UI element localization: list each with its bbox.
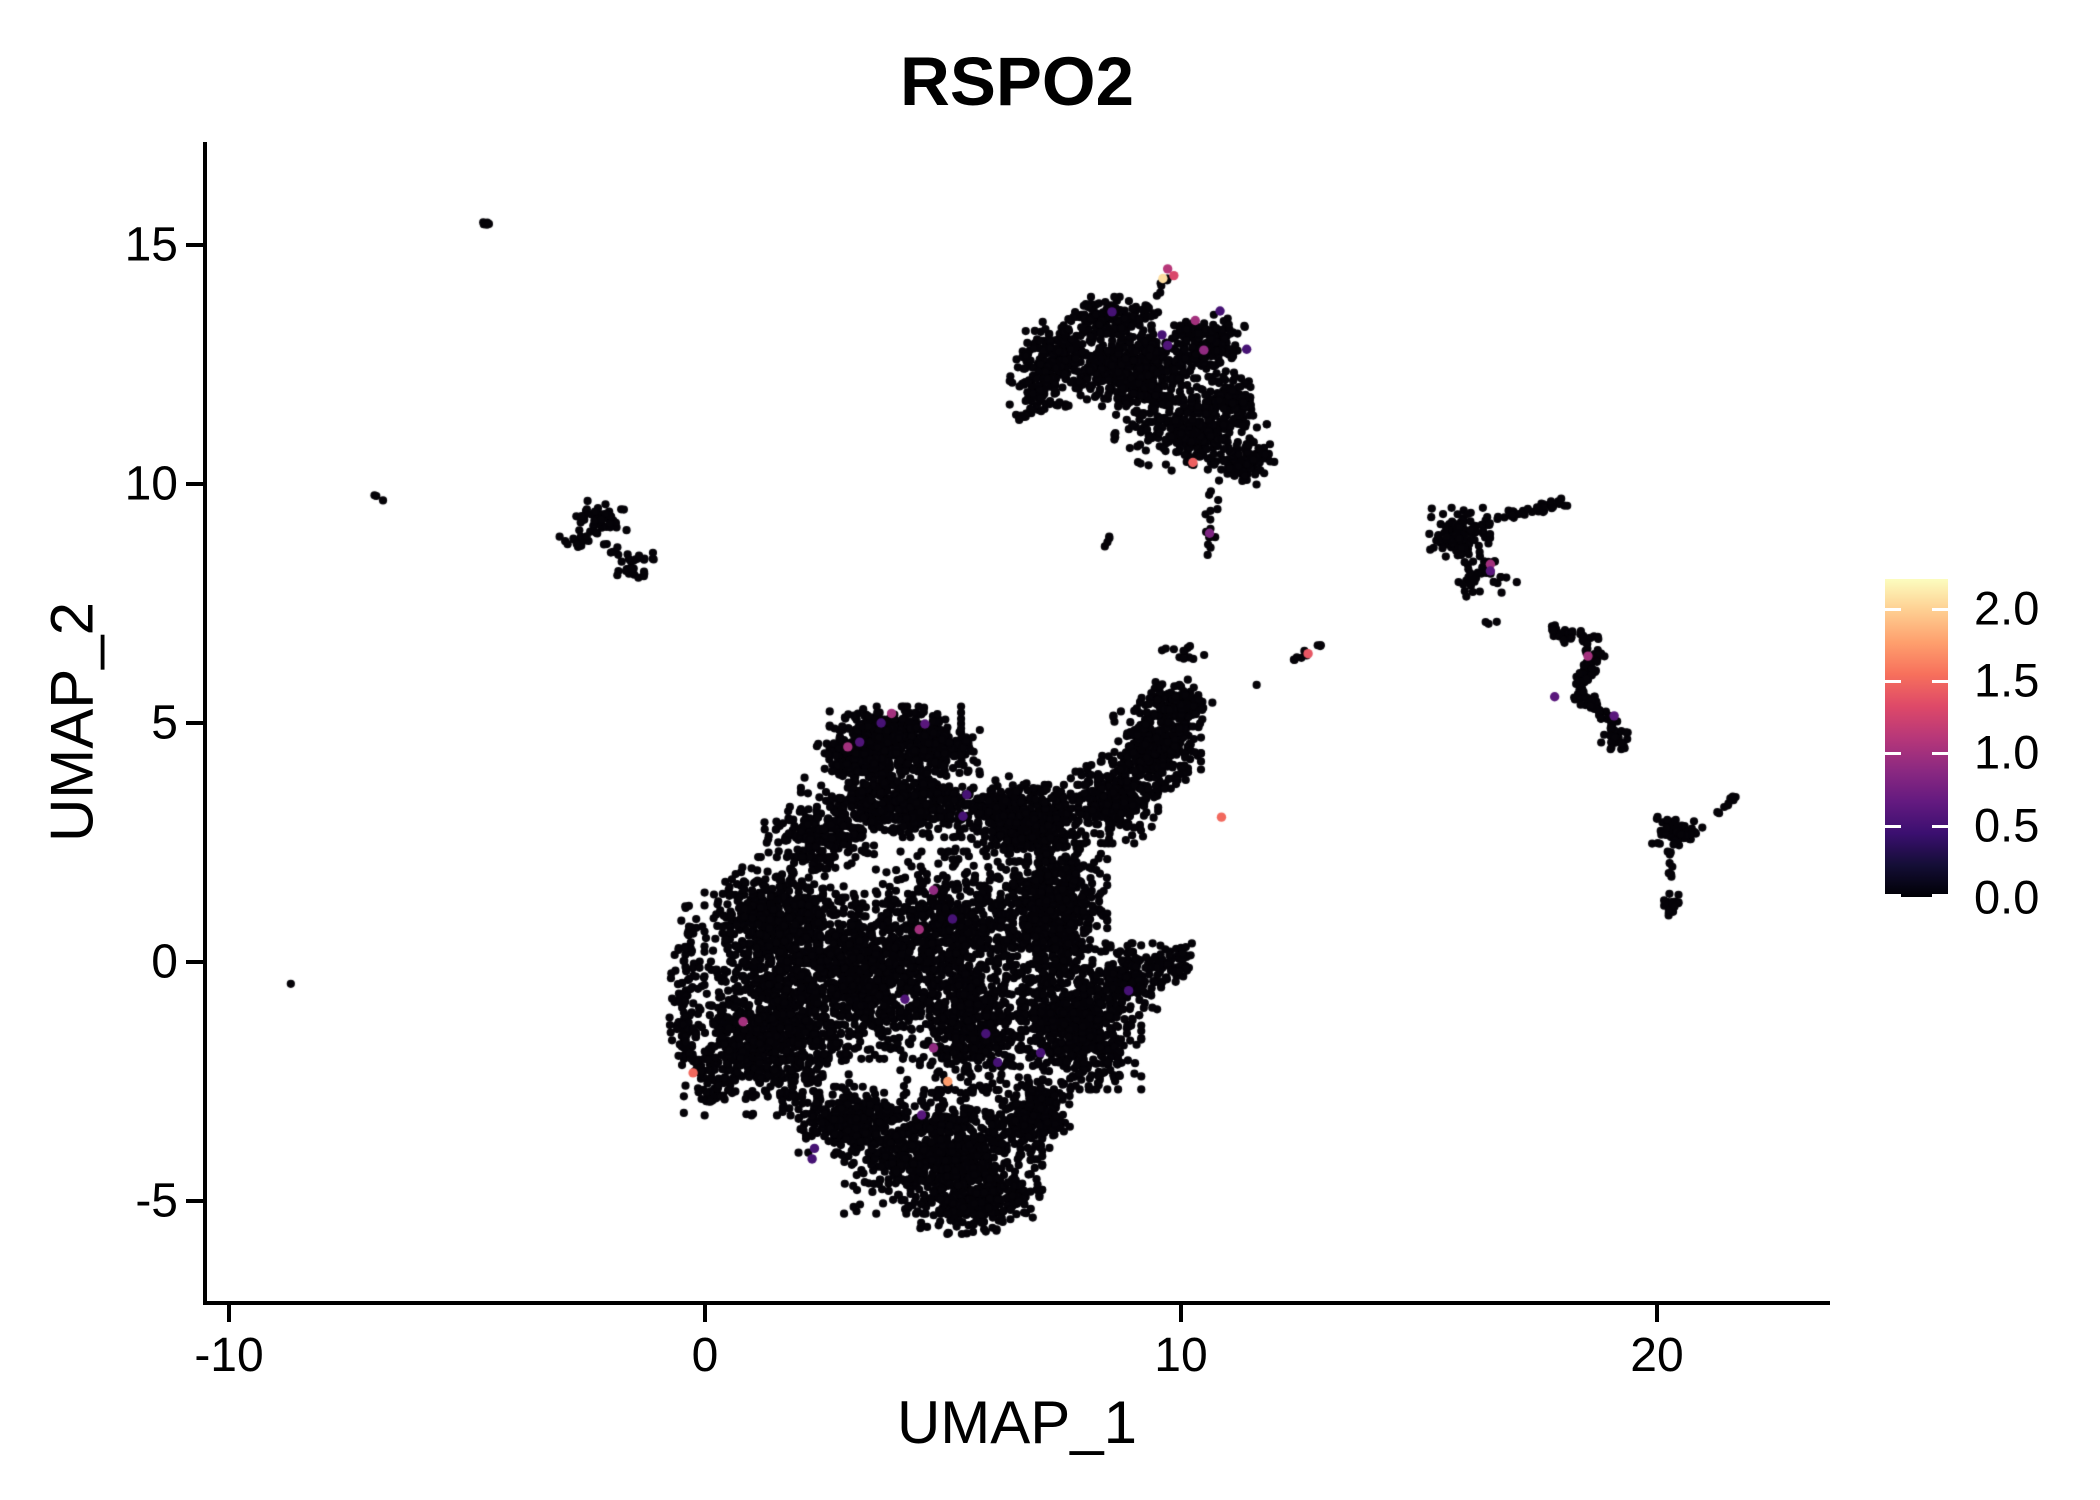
y-tick-mark bbox=[186, 960, 203, 964]
plot-title: RSPO2 bbox=[900, 43, 1134, 120]
x-tick-mark bbox=[1655, 1305, 1659, 1322]
y-tick-label: -5 bbox=[135, 1174, 178, 1228]
x-tick-label: -10 bbox=[194, 1329, 264, 1382]
x-tick-mark bbox=[227, 1305, 231, 1322]
y-tick-label: 0 bbox=[151, 935, 178, 989]
x-tick-mark bbox=[1179, 1305, 1183, 1322]
y-axis-title: UMAP_2 bbox=[38, 601, 106, 843]
y-tick-mark bbox=[186, 1199, 203, 1203]
y-tick-mark bbox=[186, 482, 203, 486]
x-axis-title: UMAP_1 bbox=[896, 1389, 1138, 1456]
y-tick-label: 15 bbox=[124, 218, 178, 272]
x-axis-line bbox=[203, 1301, 1830, 1305]
x-tick-label: 10 bbox=[1154, 1329, 1208, 1382]
y-tick-mark bbox=[186, 243, 203, 247]
x-tick-label: 0 bbox=[691, 1329, 719, 1382]
y-axis-line bbox=[203, 142, 207, 1305]
y-tick-label: 5 bbox=[151, 696, 178, 750]
y-tick-label: 10 bbox=[124, 457, 178, 511]
x-tick-mark bbox=[703, 1305, 707, 1322]
x-tick-label: 20 bbox=[1630, 1329, 1684, 1382]
y-tick-mark bbox=[186, 721, 203, 725]
